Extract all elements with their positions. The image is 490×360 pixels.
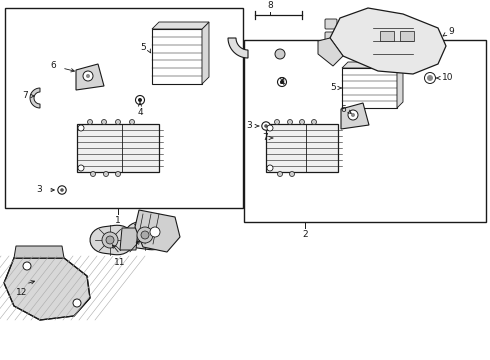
Circle shape [424, 72, 436, 84]
Polygon shape [202, 22, 209, 84]
Circle shape [116, 120, 121, 125]
Circle shape [264, 124, 268, 128]
Text: 12: 12 [16, 288, 28, 297]
Polygon shape [397, 62, 403, 108]
Text: 2: 2 [302, 230, 308, 239]
Circle shape [78, 125, 84, 131]
Circle shape [262, 122, 270, 130]
Circle shape [78, 165, 84, 171]
Polygon shape [76, 64, 104, 90]
Polygon shape [342, 62, 403, 68]
Circle shape [129, 120, 134, 125]
Polygon shape [135, 210, 180, 252]
Text: 3: 3 [246, 122, 252, 130]
Polygon shape [4, 258, 90, 320]
Polygon shape [30, 88, 40, 108]
Polygon shape [152, 22, 209, 29]
Bar [152, 29, 202, 84]
Circle shape [83, 71, 93, 81]
Circle shape [277, 171, 283, 176]
Circle shape [351, 113, 355, 117]
Text: 4: 4 [137, 108, 143, 117]
Text: 8: 8 [267, 1, 273, 10]
Polygon shape [288, 142, 292, 150]
Text: 3: 3 [36, 185, 42, 194]
Polygon shape [248, 50, 280, 58]
Text: 7: 7 [22, 91, 28, 100]
Polygon shape [90, 225, 134, 255]
Polygon shape [14, 246, 64, 258]
Bar [342, 68, 397, 108]
Circle shape [348, 110, 358, 120]
Bar [266, 124, 338, 172]
Polygon shape [125, 220, 169, 250]
Text: 10: 10 [442, 73, 454, 82]
Polygon shape [330, 8, 446, 74]
Bar [430, 76, 442, 80]
Circle shape [103, 171, 108, 176]
Text: 4: 4 [279, 78, 285, 87]
Polygon shape [228, 38, 248, 58]
Circle shape [101, 120, 106, 125]
Text: 6: 6 [50, 62, 56, 71]
Polygon shape [272, 132, 282, 152]
Bar [400, 31, 414, 41]
Circle shape [312, 120, 317, 125]
Polygon shape [318, 38, 343, 66]
Circle shape [138, 98, 142, 102]
Bar [380, 31, 394, 41]
Text: 6: 6 [340, 105, 346, 114]
Circle shape [73, 299, 81, 307]
Circle shape [91, 171, 96, 176]
Text: 1: 1 [115, 216, 121, 225]
Circle shape [141, 231, 149, 239]
Circle shape [274, 120, 279, 125]
Polygon shape [228, 38, 236, 63]
FancyBboxPatch shape [325, 32, 337, 42]
FancyBboxPatch shape [305, 126, 337, 170]
Circle shape [277, 77, 287, 86]
Circle shape [58, 186, 66, 194]
Circle shape [290, 171, 294, 176]
Circle shape [116, 171, 121, 176]
Circle shape [427, 75, 433, 81]
Polygon shape [120, 228, 138, 250]
Circle shape [60, 188, 64, 192]
Circle shape [106, 236, 114, 244]
Text: 7: 7 [262, 134, 268, 143]
Polygon shape [341, 103, 369, 129]
Circle shape [88, 120, 93, 125]
FancyBboxPatch shape [325, 19, 337, 29]
Text: 5: 5 [330, 84, 336, 93]
Bar [77, 124, 159, 172]
Circle shape [137, 227, 153, 243]
Circle shape [299, 120, 304, 125]
Circle shape [267, 165, 273, 171]
Circle shape [23, 262, 31, 270]
Circle shape [86, 74, 90, 78]
Bar [5, 8, 243, 208]
Circle shape [150, 227, 160, 237]
Circle shape [267, 125, 273, 131]
Polygon shape [46, 98, 50, 106]
Text: 9: 9 [448, 27, 454, 36]
Text: 11: 11 [114, 258, 126, 267]
Circle shape [136, 95, 145, 104]
Text: 5: 5 [140, 44, 146, 53]
Circle shape [275, 49, 285, 59]
Circle shape [102, 232, 118, 248]
Bar [244, 40, 486, 222]
FancyBboxPatch shape [126, 126, 160, 170]
Circle shape [280, 80, 284, 84]
Circle shape [288, 120, 293, 125]
